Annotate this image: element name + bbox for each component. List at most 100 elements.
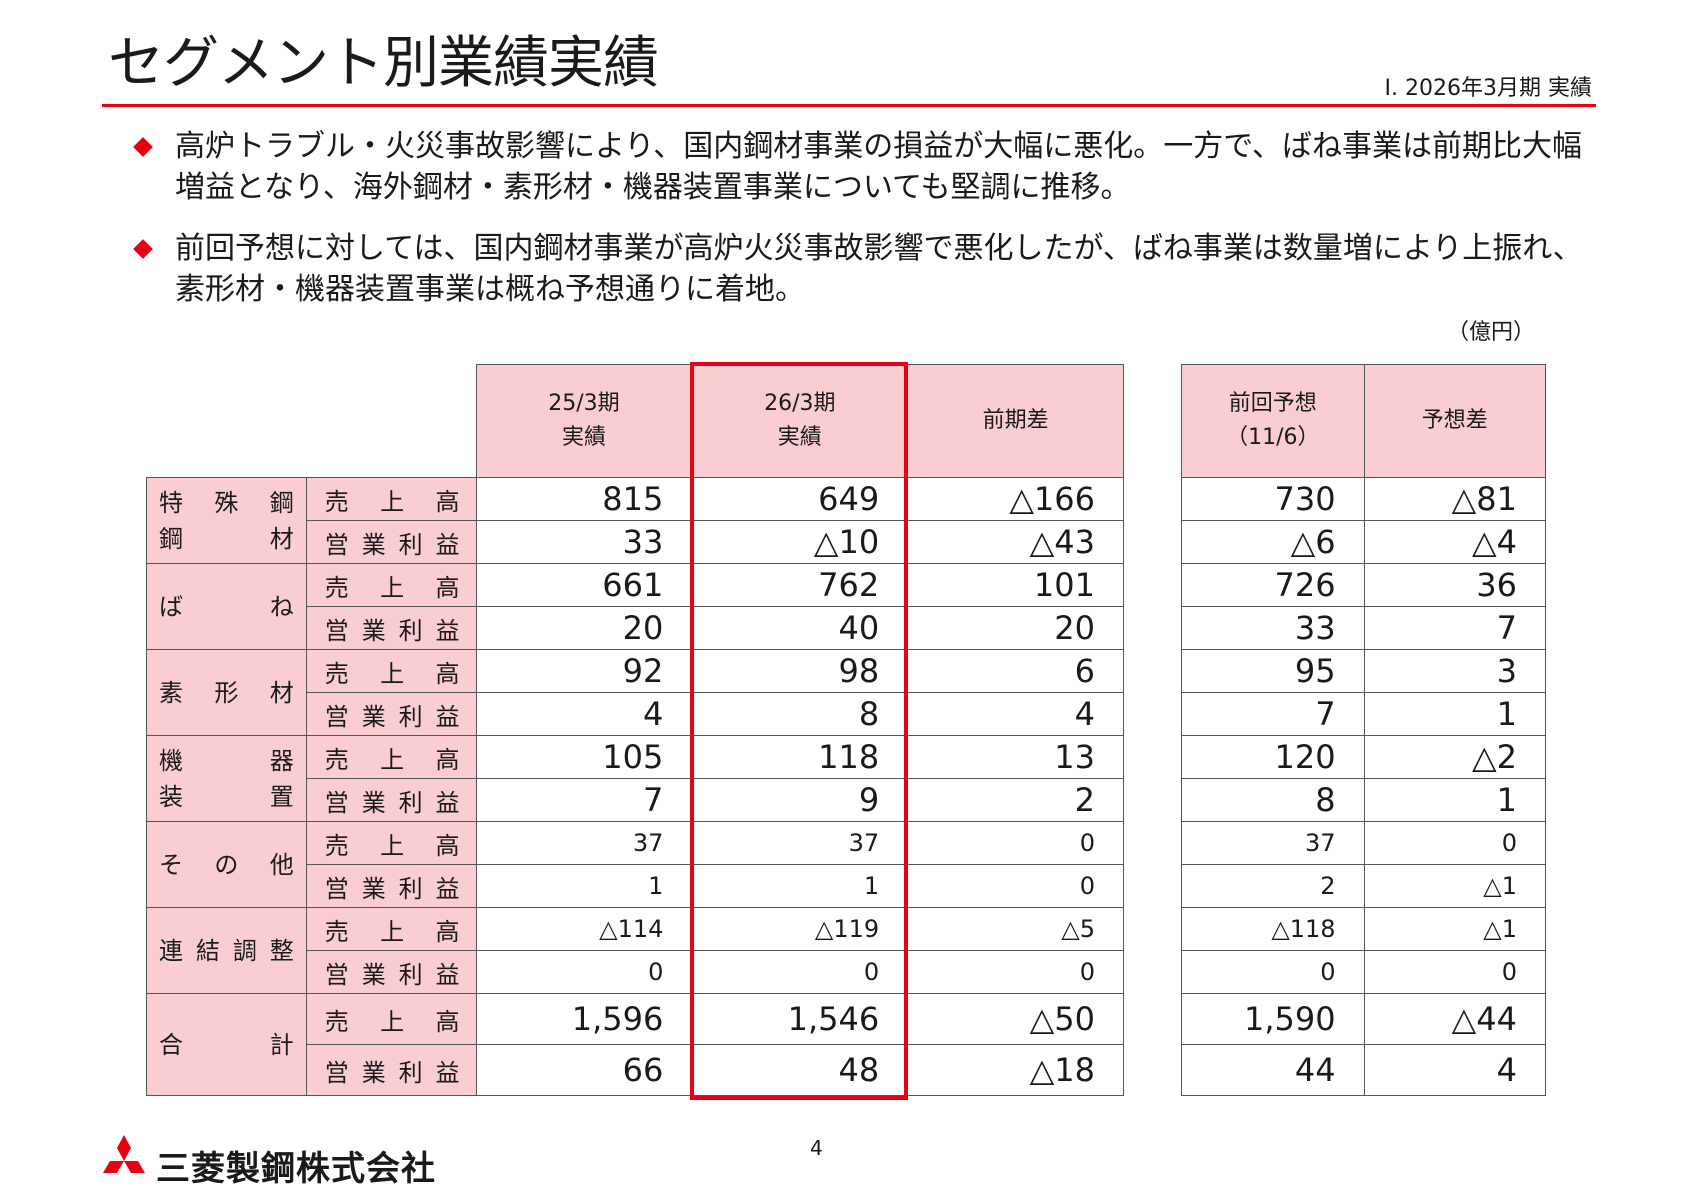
metric-label: 売上高: [305, 907, 477, 951]
metric-label: 営業利益: [305, 778, 477, 822]
value-fy26: 1,546: [691, 993, 909, 1045]
value-forecast: 44: [1181, 1044, 1365, 1096]
title-divider: [102, 104, 1596, 107]
table-row: 機器 装置 売上高 105 118 13: [146, 735, 1124, 822]
metric-label: 売上高: [305, 649, 477, 693]
value-forecast: 2: [1181, 864, 1365, 908]
value-yoy: △5: [907, 907, 1124, 951]
page-title: セグメント別業績実績: [108, 31, 659, 96]
value-yoy: △166: [907, 477, 1124, 521]
table-row: 営業利益 66 48 △18: [147, 1044, 1124, 1096]
bullet-text: 高炉トラブル・火災事故影響により、国内鋼材事業の損益が大幅に悪化。一方で、ばね事…: [175, 129, 1582, 205]
value-forecast: 730: [1181, 477, 1365, 521]
table-row: △118 △1: [1181, 907, 1547, 951]
value-fy25: 20: [475, 606, 693, 650]
unit-label: （億円）: [1446, 320, 1535, 345]
bullet-point: 高炉トラブル・火災事故影響により、国内鋼材事業の損益が大幅に悪化。一方で、ばね事…: [128, 126, 1598, 208]
value-fy25: 33: [475, 520, 693, 564]
table-row: △6 △4: [1181, 520, 1547, 564]
value-yoy: △50: [907, 993, 1124, 1045]
value-yoy: 0: [907, 950, 1124, 994]
value-fy26: 762: [691, 563, 909, 607]
value-yoy: △43: [907, 520, 1124, 564]
column-header-yoy: 前期差: [907, 364, 1124, 478]
value-yoy: 4: [907, 692, 1124, 736]
column-header-fy25: 25/3期 実績: [475, 364, 693, 478]
value-fy26: 37: [691, 821, 909, 865]
column-header-vs-forecast: 予想差: [1363, 364, 1547, 478]
header-line: 25/3期: [548, 391, 620, 416]
header-line: 実績: [561, 425, 606, 450]
value-fy25: 92: [475, 649, 693, 693]
value-fy25: 7: [475, 778, 693, 822]
value-yoy: 6: [907, 649, 1124, 693]
segment-name: 機器 装置: [146, 735, 307, 822]
header-line: （11/6）: [1226, 425, 1320, 450]
value-vs-forecast: △44: [1363, 993, 1547, 1045]
column-header-forecast: 前回予想 （11/6）: [1181, 364, 1365, 478]
segment-name-line: 機器: [159, 746, 294, 775]
table-row: その他 売上高 37 37 0: [146, 821, 1124, 908]
value-fy26: 48: [691, 1044, 909, 1096]
segment-name-line: ばね: [159, 592, 294, 621]
table-row: ばね 売上高 661 762 101: [146, 563, 1124, 650]
metric-label: 売上高: [305, 563, 477, 607]
value-fy26: 1: [691, 864, 909, 908]
value-forecast: 726: [1181, 563, 1365, 607]
segment-name: 素形材: [146, 649, 307, 736]
segment-name: 合計: [146, 993, 307, 1096]
diamond-bullet-icon: [133, 239, 153, 259]
value-forecast: △118: [1181, 907, 1365, 951]
table-row: 1,590 △44: [1181, 993, 1547, 1045]
header-spacer: [147, 365, 477, 478]
fy26-highlight-frame: [690, 362, 908, 1100]
value-forecast: 37: [1181, 821, 1365, 865]
table-row: 37 0: [1181, 821, 1547, 865]
table-row: 120 △2: [1181, 735, 1547, 779]
segment-name-line: 合計: [159, 1030, 294, 1059]
value-yoy: 0: [907, 864, 1124, 908]
table-row: 合計 売上高 1,596 1,546 △50: [146, 993, 1124, 1096]
value-fy25: 1,596: [475, 993, 693, 1045]
diamond-bullet-icon: [133, 137, 153, 157]
table-row: 726 36: [1181, 563, 1547, 607]
value-vs-forecast: 4: [1363, 1044, 1547, 1096]
metric-label: 営業利益: [305, 520, 477, 564]
value-yoy: △18: [907, 1044, 1124, 1096]
table-row: 連結調整 売上高 △114 △119 △5: [146, 907, 1124, 994]
value-yoy: 13: [907, 735, 1124, 779]
table-row: 営業利益 7 9 2: [147, 778, 1124, 822]
value-vs-forecast: △4: [1363, 520, 1547, 564]
bullet-text: 前回予想に対しては、国内鋼材事業が高炉火災事故影響で悪化したが、ばね事業は数量増…: [175, 231, 1583, 307]
segment-name: 特殊鋼 鋼材: [146, 477, 307, 564]
value-yoy: 0: [907, 821, 1124, 865]
value-vs-forecast: 1: [1363, 692, 1547, 736]
metric-label: 営業利益: [305, 606, 477, 650]
page-number: 4: [810, 1136, 823, 1160]
value-forecast: 7: [1181, 692, 1365, 736]
metric-label: 営業利益: [305, 1044, 477, 1096]
value-vs-forecast: 3: [1363, 649, 1547, 693]
value-forecast: 95: [1181, 649, 1365, 693]
segment-name: その他: [146, 821, 307, 908]
value-forecast: 0: [1181, 950, 1365, 994]
value-fy25: △114: [475, 907, 693, 951]
value-vs-forecast: △81: [1363, 477, 1547, 521]
segment-name-line: 素形材: [159, 678, 294, 707]
table-row: 730 △81: [1181, 477, 1547, 521]
segment-name-line: その他: [159, 850, 294, 879]
segment-name-line: 鋼材: [159, 524, 294, 553]
metric-label: 営業利益: [305, 692, 477, 736]
value-vs-forecast: △1: [1363, 864, 1547, 908]
metric-label: 売上高: [305, 735, 477, 779]
segment-results-table: 25/3期 実績 26/3期 実績 前期差 特殊鋼 鋼材 売上高 815 649 △166…: [146, 364, 1124, 1096]
header-line: 実績: [777, 425, 822, 450]
value-fy25: 66: [475, 1044, 693, 1096]
value-fy26: 40: [691, 606, 909, 650]
value-vs-forecast: △1: [1363, 907, 1547, 951]
value-forecast: 1,590: [1181, 993, 1365, 1045]
mitsubishi-three-diamonds-icon: [103, 1135, 145, 1173]
